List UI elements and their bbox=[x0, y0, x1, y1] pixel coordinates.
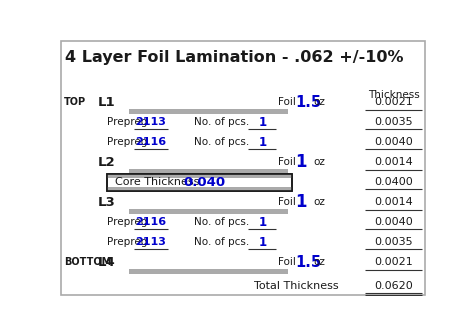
Text: 0.0014: 0.0014 bbox=[374, 158, 413, 167]
Text: oz: oz bbox=[313, 97, 325, 107]
Text: Prepreg: Prepreg bbox=[107, 217, 148, 227]
Text: 1.5: 1.5 bbox=[296, 255, 322, 270]
Text: 0.0620: 0.0620 bbox=[374, 281, 413, 291]
Text: 1: 1 bbox=[258, 236, 266, 249]
Bar bbox=[129, 109, 288, 114]
Text: 0.040: 0.040 bbox=[183, 176, 225, 189]
Text: 0.0035: 0.0035 bbox=[375, 237, 413, 247]
Text: No. of pcs.: No. of pcs. bbox=[194, 217, 250, 227]
Text: Foil: Foil bbox=[278, 97, 296, 107]
Text: BOTTOM: BOTTOM bbox=[64, 257, 111, 267]
Text: 1: 1 bbox=[296, 154, 307, 171]
Text: L4: L4 bbox=[98, 256, 116, 269]
Text: 0.0040: 0.0040 bbox=[374, 217, 413, 227]
Text: 2113: 2113 bbox=[135, 237, 166, 247]
Text: 2116: 2116 bbox=[135, 138, 166, 148]
Text: oz: oz bbox=[313, 257, 325, 267]
Text: 0.0400: 0.0400 bbox=[374, 177, 413, 187]
Text: L1: L1 bbox=[98, 96, 116, 109]
Text: 1: 1 bbox=[296, 193, 307, 211]
Bar bbox=[107, 174, 292, 191]
Text: No. of pcs.: No. of pcs. bbox=[194, 138, 250, 148]
Bar bbox=[129, 169, 288, 174]
Bar bbox=[107, 174, 292, 178]
Text: 1: 1 bbox=[258, 116, 266, 129]
Text: 2113: 2113 bbox=[135, 117, 166, 127]
Text: Core Thickness: Core Thickness bbox=[115, 177, 200, 187]
Text: 1: 1 bbox=[258, 136, 266, 149]
Text: 0.0035: 0.0035 bbox=[375, 117, 413, 127]
Bar bbox=[129, 209, 288, 214]
Text: 4 Layer Foil Lamination - .062 +/-10%: 4 Layer Foil Lamination - .062 +/-10% bbox=[65, 50, 404, 65]
Text: 0.0040: 0.0040 bbox=[374, 138, 413, 148]
Text: oz: oz bbox=[313, 158, 325, 167]
Text: 0.0021: 0.0021 bbox=[374, 97, 413, 107]
Text: Total Thickness: Total Thickness bbox=[254, 281, 338, 291]
Text: oz: oz bbox=[313, 197, 325, 207]
Text: L3: L3 bbox=[98, 196, 116, 209]
Text: Foil: Foil bbox=[278, 257, 296, 267]
Text: Thickness: Thickness bbox=[368, 90, 420, 100]
Text: 1: 1 bbox=[258, 216, 266, 229]
Text: 2116: 2116 bbox=[135, 217, 166, 227]
Text: Prepreg: Prepreg bbox=[107, 138, 148, 148]
Text: TOP: TOP bbox=[64, 97, 86, 107]
Bar bbox=[107, 187, 292, 191]
Bar bbox=[107, 174, 292, 191]
Text: 0.0014: 0.0014 bbox=[374, 197, 413, 207]
Text: Prepreg: Prepreg bbox=[107, 237, 148, 247]
Text: Foil: Foil bbox=[278, 158, 296, 167]
Text: 1.5: 1.5 bbox=[296, 95, 322, 110]
Bar bbox=[129, 269, 288, 274]
Text: No. of pcs.: No. of pcs. bbox=[194, 117, 250, 127]
Text: No. of pcs.: No. of pcs. bbox=[194, 237, 250, 247]
Text: 0.0021: 0.0021 bbox=[374, 257, 413, 267]
Text: Foil: Foil bbox=[278, 197, 296, 207]
Text: L2: L2 bbox=[98, 156, 116, 169]
Text: Prepreg: Prepreg bbox=[107, 117, 148, 127]
